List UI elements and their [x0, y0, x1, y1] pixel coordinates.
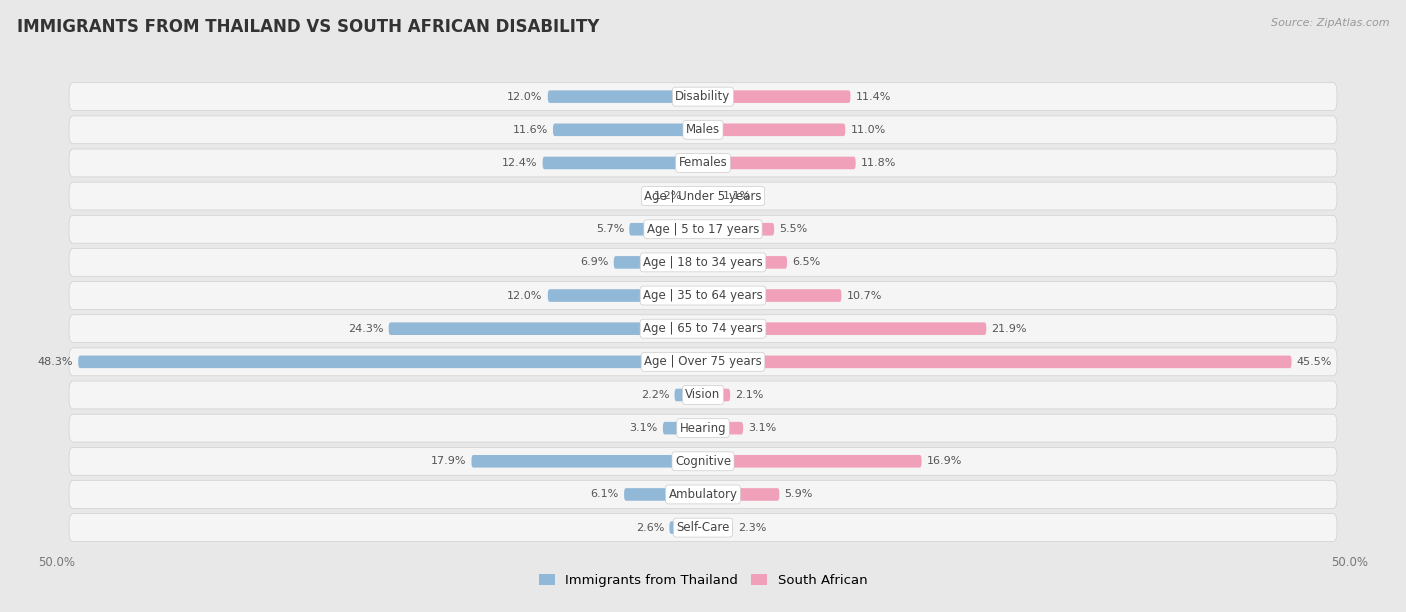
Text: 1.2%: 1.2% — [654, 191, 682, 201]
FancyBboxPatch shape — [69, 282, 1337, 310]
FancyBboxPatch shape — [548, 289, 703, 302]
Text: 48.3%: 48.3% — [38, 357, 73, 367]
FancyBboxPatch shape — [703, 256, 787, 269]
Text: 16.9%: 16.9% — [927, 457, 962, 466]
Text: Age | 35 to 64 years: Age | 35 to 64 years — [643, 289, 763, 302]
FancyBboxPatch shape — [688, 190, 703, 203]
FancyBboxPatch shape — [69, 381, 1337, 409]
FancyBboxPatch shape — [703, 223, 775, 236]
FancyBboxPatch shape — [614, 256, 703, 269]
FancyBboxPatch shape — [703, 289, 841, 302]
FancyBboxPatch shape — [69, 215, 1337, 243]
Text: Females: Females — [679, 157, 727, 170]
Text: IMMIGRANTS FROM THAILAND VS SOUTH AFRICAN DISABILITY: IMMIGRANTS FROM THAILAND VS SOUTH AFRICA… — [17, 18, 599, 36]
Text: 2.1%: 2.1% — [735, 390, 763, 400]
FancyBboxPatch shape — [69, 116, 1337, 144]
Text: Ambulatory: Ambulatory — [668, 488, 738, 501]
Text: 45.5%: 45.5% — [1296, 357, 1331, 367]
FancyBboxPatch shape — [69, 182, 1337, 210]
FancyBboxPatch shape — [703, 422, 744, 435]
Text: 21.9%: 21.9% — [991, 324, 1026, 334]
Text: Self-Care: Self-Care — [676, 521, 730, 534]
Legend: Immigrants from Thailand, South African: Immigrants from Thailand, South African — [533, 569, 873, 592]
Text: 6.1%: 6.1% — [591, 490, 619, 499]
FancyBboxPatch shape — [703, 389, 730, 401]
Text: 5.5%: 5.5% — [779, 224, 807, 234]
FancyBboxPatch shape — [388, 323, 703, 335]
FancyBboxPatch shape — [624, 488, 703, 501]
Text: 6.5%: 6.5% — [792, 258, 821, 267]
Text: Disability: Disability — [675, 90, 731, 103]
Text: Age | 5 to 17 years: Age | 5 to 17 years — [647, 223, 759, 236]
FancyBboxPatch shape — [69, 414, 1337, 442]
Text: Males: Males — [686, 123, 720, 136]
Text: Source: ZipAtlas.com: Source: ZipAtlas.com — [1271, 18, 1389, 28]
Text: 24.3%: 24.3% — [349, 324, 384, 334]
Text: Age | Over 75 years: Age | Over 75 years — [644, 356, 762, 368]
FancyBboxPatch shape — [69, 480, 1337, 509]
Text: 6.9%: 6.9% — [581, 258, 609, 267]
FancyBboxPatch shape — [703, 124, 845, 136]
Text: 12.0%: 12.0% — [508, 92, 543, 102]
FancyBboxPatch shape — [703, 455, 921, 468]
FancyBboxPatch shape — [69, 83, 1337, 111]
FancyBboxPatch shape — [471, 455, 703, 468]
FancyBboxPatch shape — [79, 356, 703, 368]
FancyBboxPatch shape — [703, 356, 1292, 368]
Text: 2.2%: 2.2% — [641, 390, 669, 400]
Text: 11.8%: 11.8% — [860, 158, 896, 168]
FancyBboxPatch shape — [69, 447, 1337, 475]
Text: Age | Under 5 years: Age | Under 5 years — [644, 190, 762, 203]
FancyBboxPatch shape — [703, 521, 733, 534]
FancyBboxPatch shape — [548, 91, 703, 103]
Text: Age | 18 to 34 years: Age | 18 to 34 years — [643, 256, 763, 269]
Text: Cognitive: Cognitive — [675, 455, 731, 468]
FancyBboxPatch shape — [675, 389, 703, 401]
Text: 10.7%: 10.7% — [846, 291, 882, 300]
Text: 5.7%: 5.7% — [596, 224, 624, 234]
FancyBboxPatch shape — [703, 91, 851, 103]
Text: 11.4%: 11.4% — [856, 92, 891, 102]
Text: 2.3%: 2.3% — [738, 523, 766, 532]
FancyBboxPatch shape — [69, 348, 1337, 376]
FancyBboxPatch shape — [662, 422, 703, 435]
Text: 12.0%: 12.0% — [508, 291, 543, 300]
Text: 5.9%: 5.9% — [785, 490, 813, 499]
FancyBboxPatch shape — [703, 190, 717, 203]
Text: 11.6%: 11.6% — [513, 125, 548, 135]
FancyBboxPatch shape — [69, 315, 1337, 343]
FancyBboxPatch shape — [703, 488, 779, 501]
FancyBboxPatch shape — [703, 157, 856, 170]
Text: 3.1%: 3.1% — [630, 423, 658, 433]
Text: Age | 65 to 74 years: Age | 65 to 74 years — [643, 322, 763, 335]
FancyBboxPatch shape — [69, 513, 1337, 542]
FancyBboxPatch shape — [669, 521, 703, 534]
Text: 2.6%: 2.6% — [636, 523, 664, 532]
FancyBboxPatch shape — [543, 157, 703, 170]
Text: 12.4%: 12.4% — [502, 158, 537, 168]
FancyBboxPatch shape — [703, 323, 986, 335]
Text: 17.9%: 17.9% — [430, 457, 467, 466]
Text: Vision: Vision — [685, 389, 721, 401]
FancyBboxPatch shape — [69, 248, 1337, 276]
FancyBboxPatch shape — [553, 124, 703, 136]
Text: 3.1%: 3.1% — [748, 423, 776, 433]
Text: 11.0%: 11.0% — [851, 125, 886, 135]
FancyBboxPatch shape — [630, 223, 703, 236]
Text: Hearing: Hearing — [679, 422, 727, 435]
Text: 1.1%: 1.1% — [723, 191, 751, 201]
FancyBboxPatch shape — [69, 149, 1337, 177]
